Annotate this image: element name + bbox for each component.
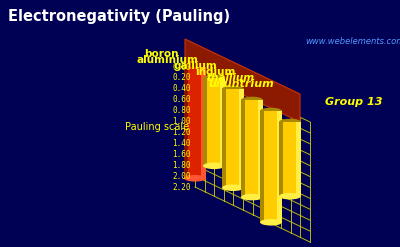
Bar xyxy=(260,111,264,222)
Text: 2.20: 2.20 xyxy=(172,183,191,191)
Bar xyxy=(205,78,223,166)
Text: Group 13: Group 13 xyxy=(325,97,382,107)
Ellipse shape xyxy=(279,193,301,200)
Text: ununtrium: ununtrium xyxy=(208,79,274,89)
Ellipse shape xyxy=(184,175,206,182)
Text: 0.60: 0.60 xyxy=(172,95,191,104)
Text: 1.60: 1.60 xyxy=(172,150,191,159)
Ellipse shape xyxy=(241,194,263,200)
Ellipse shape xyxy=(222,185,244,191)
Bar xyxy=(220,78,225,166)
Bar xyxy=(279,122,283,196)
Bar xyxy=(203,78,208,166)
Ellipse shape xyxy=(260,108,282,114)
Ellipse shape xyxy=(203,163,225,169)
Ellipse shape xyxy=(203,75,225,81)
Ellipse shape xyxy=(184,64,206,70)
Bar xyxy=(200,67,206,178)
Text: 0.40: 0.40 xyxy=(172,84,191,93)
Text: 2.00: 2.00 xyxy=(172,172,191,181)
Bar xyxy=(258,100,263,197)
Text: boron: boron xyxy=(144,49,179,59)
Text: Electronegativity (Pauling): Electronegativity (Pauling) xyxy=(8,9,230,24)
Text: gallium: gallium xyxy=(173,61,217,71)
Bar xyxy=(276,111,282,222)
Text: 0.20: 0.20 xyxy=(172,73,191,82)
Bar xyxy=(241,100,246,197)
Bar xyxy=(262,111,280,222)
Bar xyxy=(222,89,226,188)
Bar xyxy=(243,100,261,197)
Text: 0.00: 0.00 xyxy=(172,62,191,71)
Ellipse shape xyxy=(260,219,282,226)
Polygon shape xyxy=(195,67,310,242)
Text: 0.80: 0.80 xyxy=(172,106,191,115)
Bar xyxy=(224,89,242,188)
Ellipse shape xyxy=(241,97,263,103)
Ellipse shape xyxy=(222,86,244,92)
Text: aluminium: aluminium xyxy=(136,55,198,65)
Text: Pauling scale: Pauling scale xyxy=(125,122,189,132)
Text: 1.80: 1.80 xyxy=(172,161,191,170)
Text: 1.40: 1.40 xyxy=(172,139,191,148)
Text: www.webelements.com: www.webelements.com xyxy=(305,38,400,46)
Text: 1.00: 1.00 xyxy=(172,117,191,126)
Polygon shape xyxy=(185,39,300,122)
Text: indium: indium xyxy=(196,67,236,77)
Text: thallium: thallium xyxy=(207,73,255,83)
Bar xyxy=(184,67,188,178)
Text: 1.20: 1.20 xyxy=(172,128,191,137)
Bar xyxy=(281,122,299,196)
Ellipse shape xyxy=(279,119,301,125)
Bar xyxy=(296,122,301,196)
Bar xyxy=(186,67,204,178)
Bar xyxy=(238,89,244,188)
